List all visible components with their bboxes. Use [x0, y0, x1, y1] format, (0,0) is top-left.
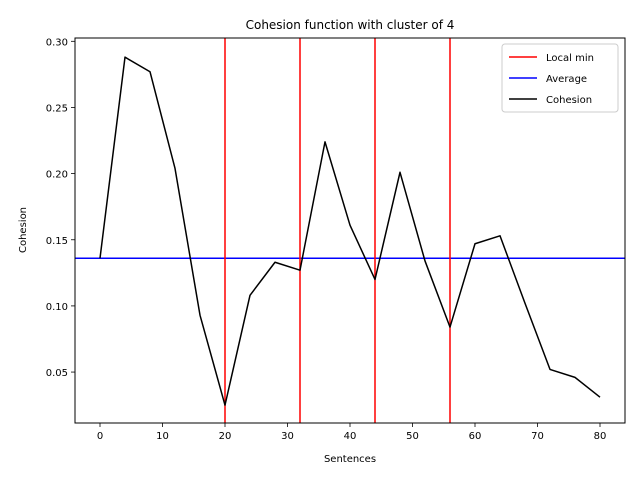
- y-axis-label: Cohesion: [18, 207, 29, 253]
- y-tick-label-5: 0.30: [46, 37, 68, 48]
- x-tick-label-5: 50: [406, 431, 419, 442]
- y-tick-label-4: 0.25: [46, 103, 68, 114]
- legend-box: [501, 43, 619, 113]
- y-tick-label-0: 0.05: [46, 368, 68, 379]
- plot-area: 0 10 20 30 40 50 60 70 80 0.05 0.10 0.15 0.20 0.25 0.3…: [46, 37, 626, 442]
- x-axis-label: Sentences: [324, 454, 376, 465]
- x-tick-label-8: 80: [594, 431, 607, 442]
- x-tick-label-2: 20: [219, 431, 232, 442]
- x-tick-label-4: 40: [344, 431, 357, 442]
- x-tick-label-7: 70: [531, 431, 544, 442]
- x-tick-label-3: 30: [281, 431, 294, 442]
- legend-label-2: Cohesion: [546, 95, 592, 106]
- cohesion-series-line: [99, 56, 601, 406]
- x-tick-label-0: 0: [97, 431, 103, 442]
- x-tick-label-6: 60: [469, 431, 482, 442]
- legend: Local min Average Cohesion: [501, 43, 619, 113]
- y-tick-label-3: 0.20: [46, 170, 68, 181]
- legend-label-1: Average: [546, 74, 587, 85]
- y-tick-label-2: 0.15: [46, 236, 68, 247]
- legend-label-0: Local min: [546, 53, 594, 64]
- chart-title: Cohesion function with cluster of 4: [246, 18, 455, 32]
- x-tick-label-1: 10: [156, 431, 169, 442]
- y-tick-label-1: 0.10: [46, 302, 68, 313]
